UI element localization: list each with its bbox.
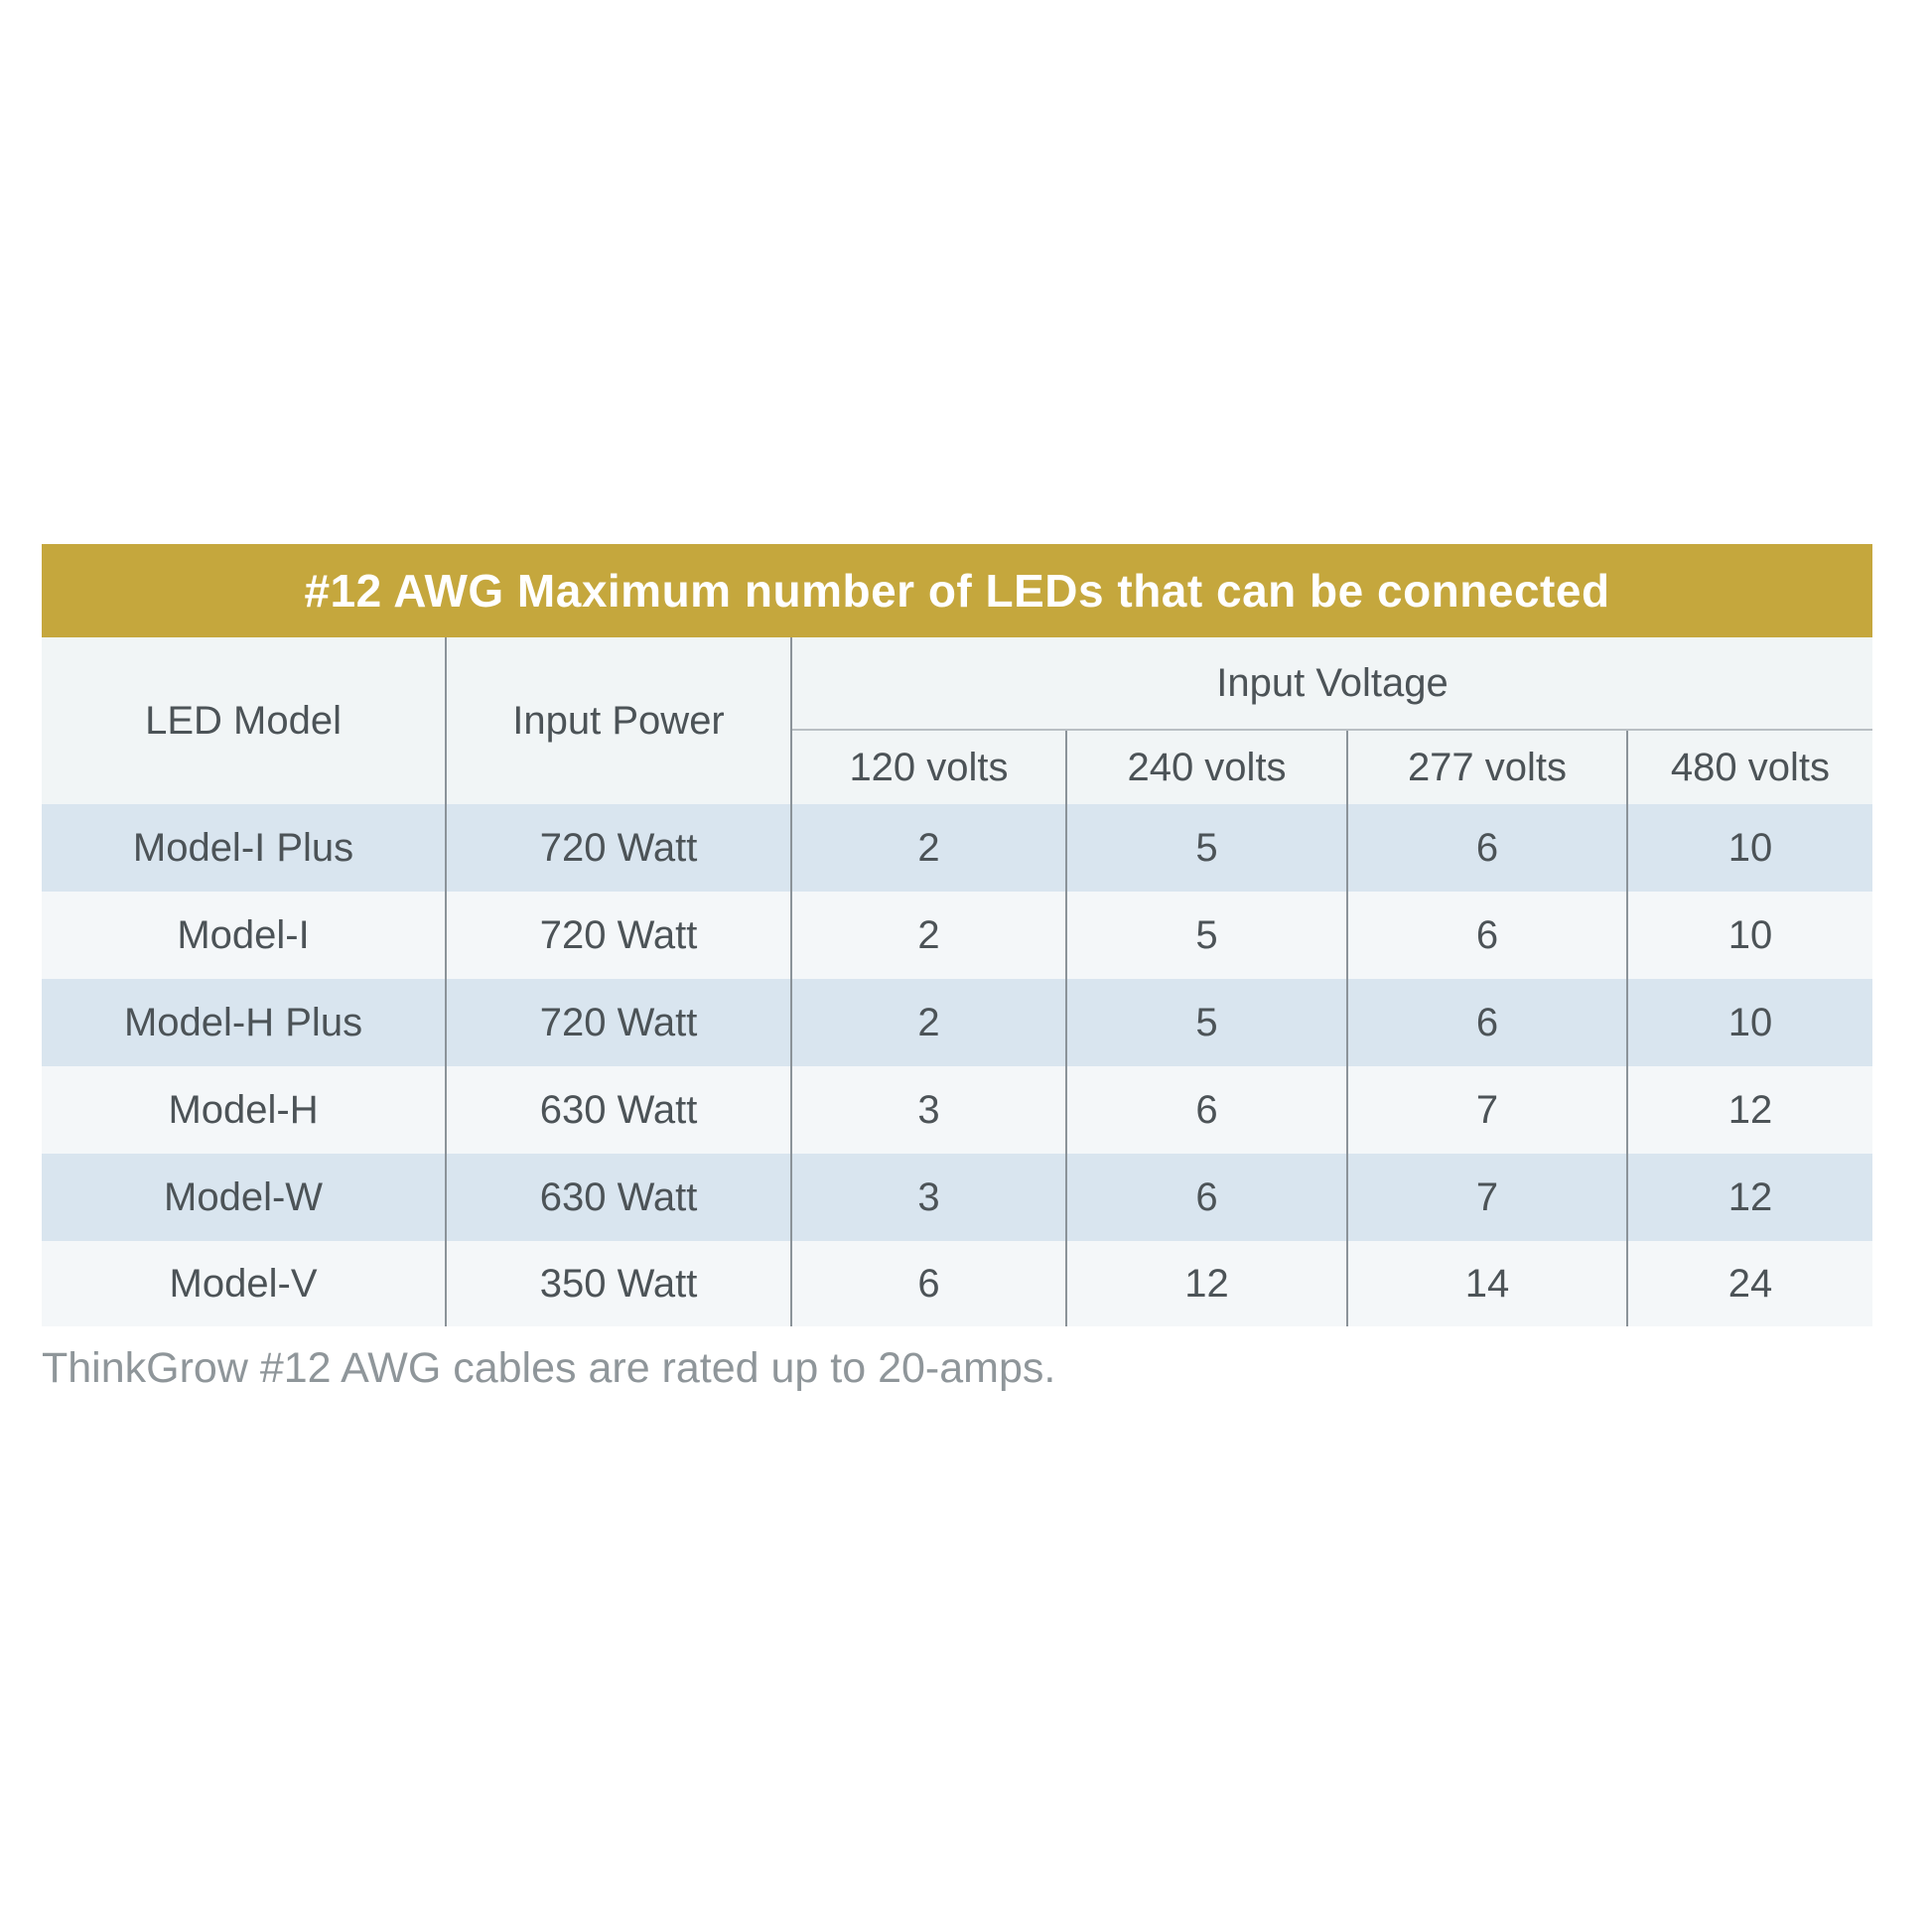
row-4-power: 630 Watt bbox=[447, 1154, 793, 1241]
row-3-value-240v: 6 bbox=[1066, 1066, 1349, 1154]
table-title-bar: #12 AWG Maximum number of LEDs that can … bbox=[42, 544, 1872, 637]
row-1-model: Model-I bbox=[42, 892, 448, 979]
row-2-value-480v: 10 bbox=[1627, 979, 1872, 1066]
table-title: #12 AWG Maximum number of LEDs that can … bbox=[304, 565, 1610, 617]
row-5-value-120v: 6 bbox=[792, 1241, 1067, 1326]
row-2-value-240v: 5 bbox=[1066, 979, 1349, 1066]
row-5-power: 350 Watt bbox=[447, 1241, 793, 1326]
col-header-277-volts: 277 volts bbox=[1348, 731, 1628, 804]
row-0-value-277v: 6 bbox=[1348, 804, 1628, 892]
row-3-value-120v: 3 bbox=[792, 1066, 1067, 1154]
col-header-led-model: LED Model bbox=[42, 637, 448, 804]
row-1-value-120v: 2 bbox=[792, 892, 1067, 979]
row-0-value-240v: 5 bbox=[1066, 804, 1349, 892]
row-1-power: 720 Watt bbox=[447, 892, 793, 979]
row-4-value-120v: 3 bbox=[792, 1154, 1067, 1241]
col-header-input-power: Input Power bbox=[447, 637, 793, 804]
row-1-value-480v: 10 bbox=[1627, 892, 1872, 979]
row-1-value-240v: 5 bbox=[1066, 892, 1349, 979]
row-0-value-120v: 2 bbox=[792, 804, 1067, 892]
row-2-value-277v: 6 bbox=[1348, 979, 1628, 1066]
row-3-power: 630 Watt bbox=[447, 1066, 793, 1154]
col-header-480-volts: 480 volts bbox=[1627, 731, 1872, 804]
table-grid: LED Model Input Power Input Voltage 120 … bbox=[42, 637, 1872, 1326]
col-header-240-volts: 240 volts bbox=[1066, 731, 1349, 804]
row-3-value-277v: 7 bbox=[1348, 1066, 1628, 1154]
row-5-value-480v: 24 bbox=[1627, 1241, 1872, 1326]
row-0-value-480v: 10 bbox=[1627, 804, 1872, 892]
row-3-model: Model-H bbox=[42, 1066, 448, 1154]
row-4-model: Model-W bbox=[42, 1154, 448, 1241]
row-2-model: Model-H Plus bbox=[42, 979, 448, 1066]
row-5-value-240v: 12 bbox=[1066, 1241, 1349, 1326]
row-4-value-480v: 12 bbox=[1627, 1154, 1872, 1241]
row-4-value-240v: 6 bbox=[1066, 1154, 1349, 1241]
row-0-model: Model-I Plus bbox=[42, 804, 448, 892]
row-2-value-120v: 2 bbox=[792, 979, 1067, 1066]
led-spec-table: #12 AWG Maximum number of LEDs that can … bbox=[42, 544, 1872, 1326]
row-4-value-277v: 7 bbox=[1348, 1154, 1628, 1241]
col-header-input-voltage-group: Input Voltage bbox=[792, 637, 1872, 731]
row-0-power: 720 Watt bbox=[447, 804, 793, 892]
footnote: ThinkGrow #12 AWG cables are rated up to… bbox=[42, 1344, 1056, 1392]
row-5-model: Model-V bbox=[42, 1241, 448, 1326]
row-5-value-277v: 14 bbox=[1348, 1241, 1628, 1326]
col-header-120-volts: 120 volts bbox=[792, 731, 1067, 804]
row-3-value-480v: 12 bbox=[1627, 1066, 1872, 1154]
row-2-power: 720 Watt bbox=[447, 979, 793, 1066]
row-1-value-277v: 6 bbox=[1348, 892, 1628, 979]
